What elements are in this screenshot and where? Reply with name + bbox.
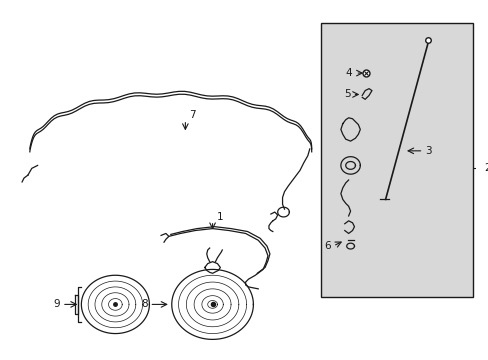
Text: 5: 5 [343,90,350,99]
Text: 7: 7 [189,110,196,120]
Text: 1: 1 [216,212,223,222]
Text: 4: 4 [345,68,352,78]
Text: 8: 8 [141,300,147,309]
Text: 9: 9 [53,300,60,309]
Text: 6: 6 [324,241,330,251]
Text: 3: 3 [425,146,431,156]
Bar [321,23,472,297]
Text: 2: 2 [484,163,488,173]
